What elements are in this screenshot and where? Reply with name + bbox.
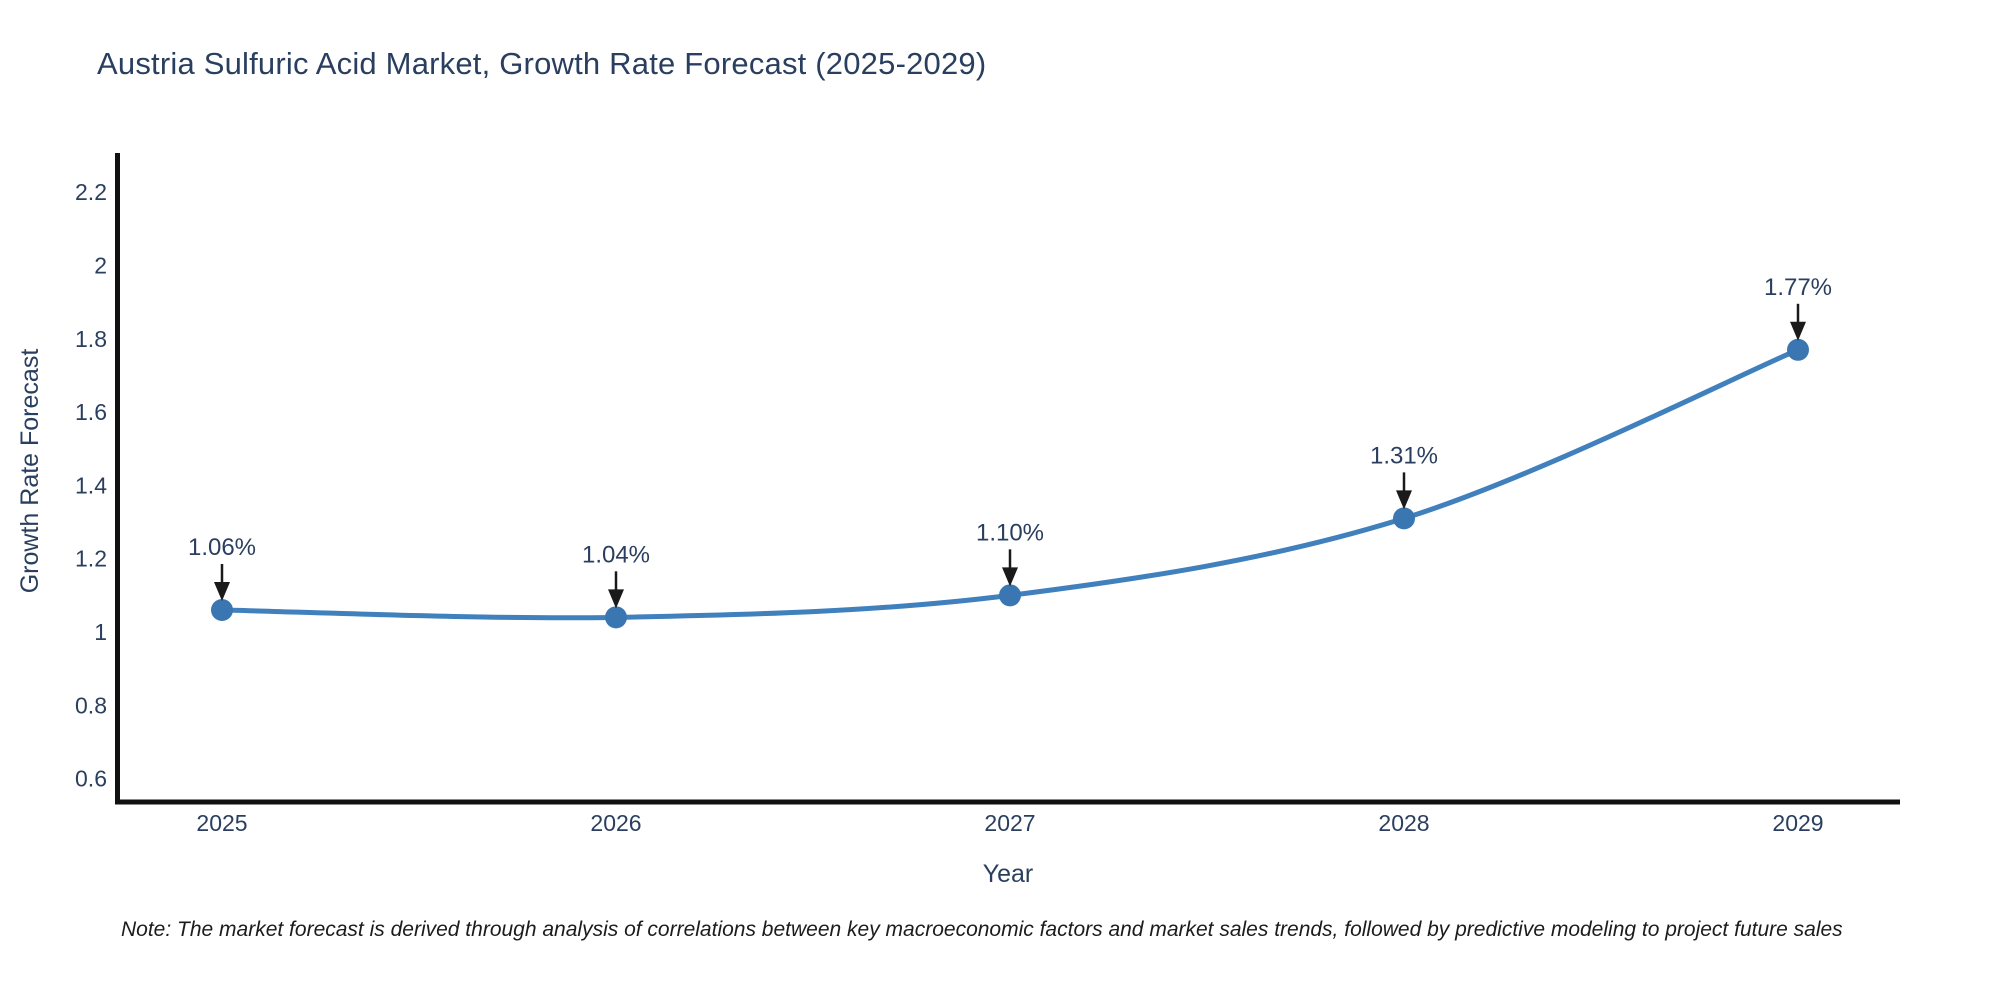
- point-value-label: 1.77%: [1764, 274, 1832, 301]
- footnote: Note: The market forecast is derived thr…: [121, 918, 1843, 941]
- annotation-arrowhead-icon: [608, 589, 624, 609]
- data-point-marker[interactable]: [605, 606, 627, 629]
- y-tick-label: 1.2: [75, 546, 107, 572]
- point-value-label: 1.10%: [976, 519, 1044, 546]
- x-axis-title: Year: [983, 860, 1034, 888]
- x-tick-label: 2028: [1378, 810, 1429, 836]
- y-tick-label: 1.8: [75, 326, 107, 352]
- x-tick-label: 2029: [1772, 810, 1823, 836]
- annotation-arrowhead-icon: [1002, 567, 1018, 587]
- y-tick-label: 2: [94, 253, 107, 279]
- data-point-marker[interactable]: [211, 599, 233, 622]
- x-tick-label: 2026: [590, 810, 641, 836]
- y-tick-label: 2.2: [75, 179, 107, 205]
- point-value-label: 1.04%: [582, 541, 650, 568]
- x-tick-label: 2027: [984, 810, 1035, 836]
- data-point-marker[interactable]: [1787, 338, 1809, 361]
- y-tick-label: 1.4: [75, 472, 107, 498]
- x-tick-label: 2025: [196, 810, 247, 836]
- point-value-label: 1.31%: [1370, 442, 1438, 469]
- y-tick-label: 0.8: [75, 692, 107, 718]
- data-point-marker[interactable]: [999, 584, 1021, 607]
- annotation-arrowhead-icon: [214, 582, 230, 602]
- chart-title: Austria Sulfuric Acid Market, Growth Rat…: [97, 46, 987, 81]
- y-axis-title: Growth Rate Forecast: [16, 349, 44, 594]
- annotation-arrowhead-icon: [1790, 321, 1806, 341]
- annotation-arrowhead-icon: [1396, 490, 1412, 510]
- y-tick-label: 0.6: [75, 766, 107, 792]
- data-point-marker[interactable]: [1393, 507, 1415, 530]
- y-tick-label: 1: [94, 619, 107, 645]
- y-tick-label: 1.6: [75, 399, 107, 425]
- point-value-label: 1.06%: [188, 534, 256, 561]
